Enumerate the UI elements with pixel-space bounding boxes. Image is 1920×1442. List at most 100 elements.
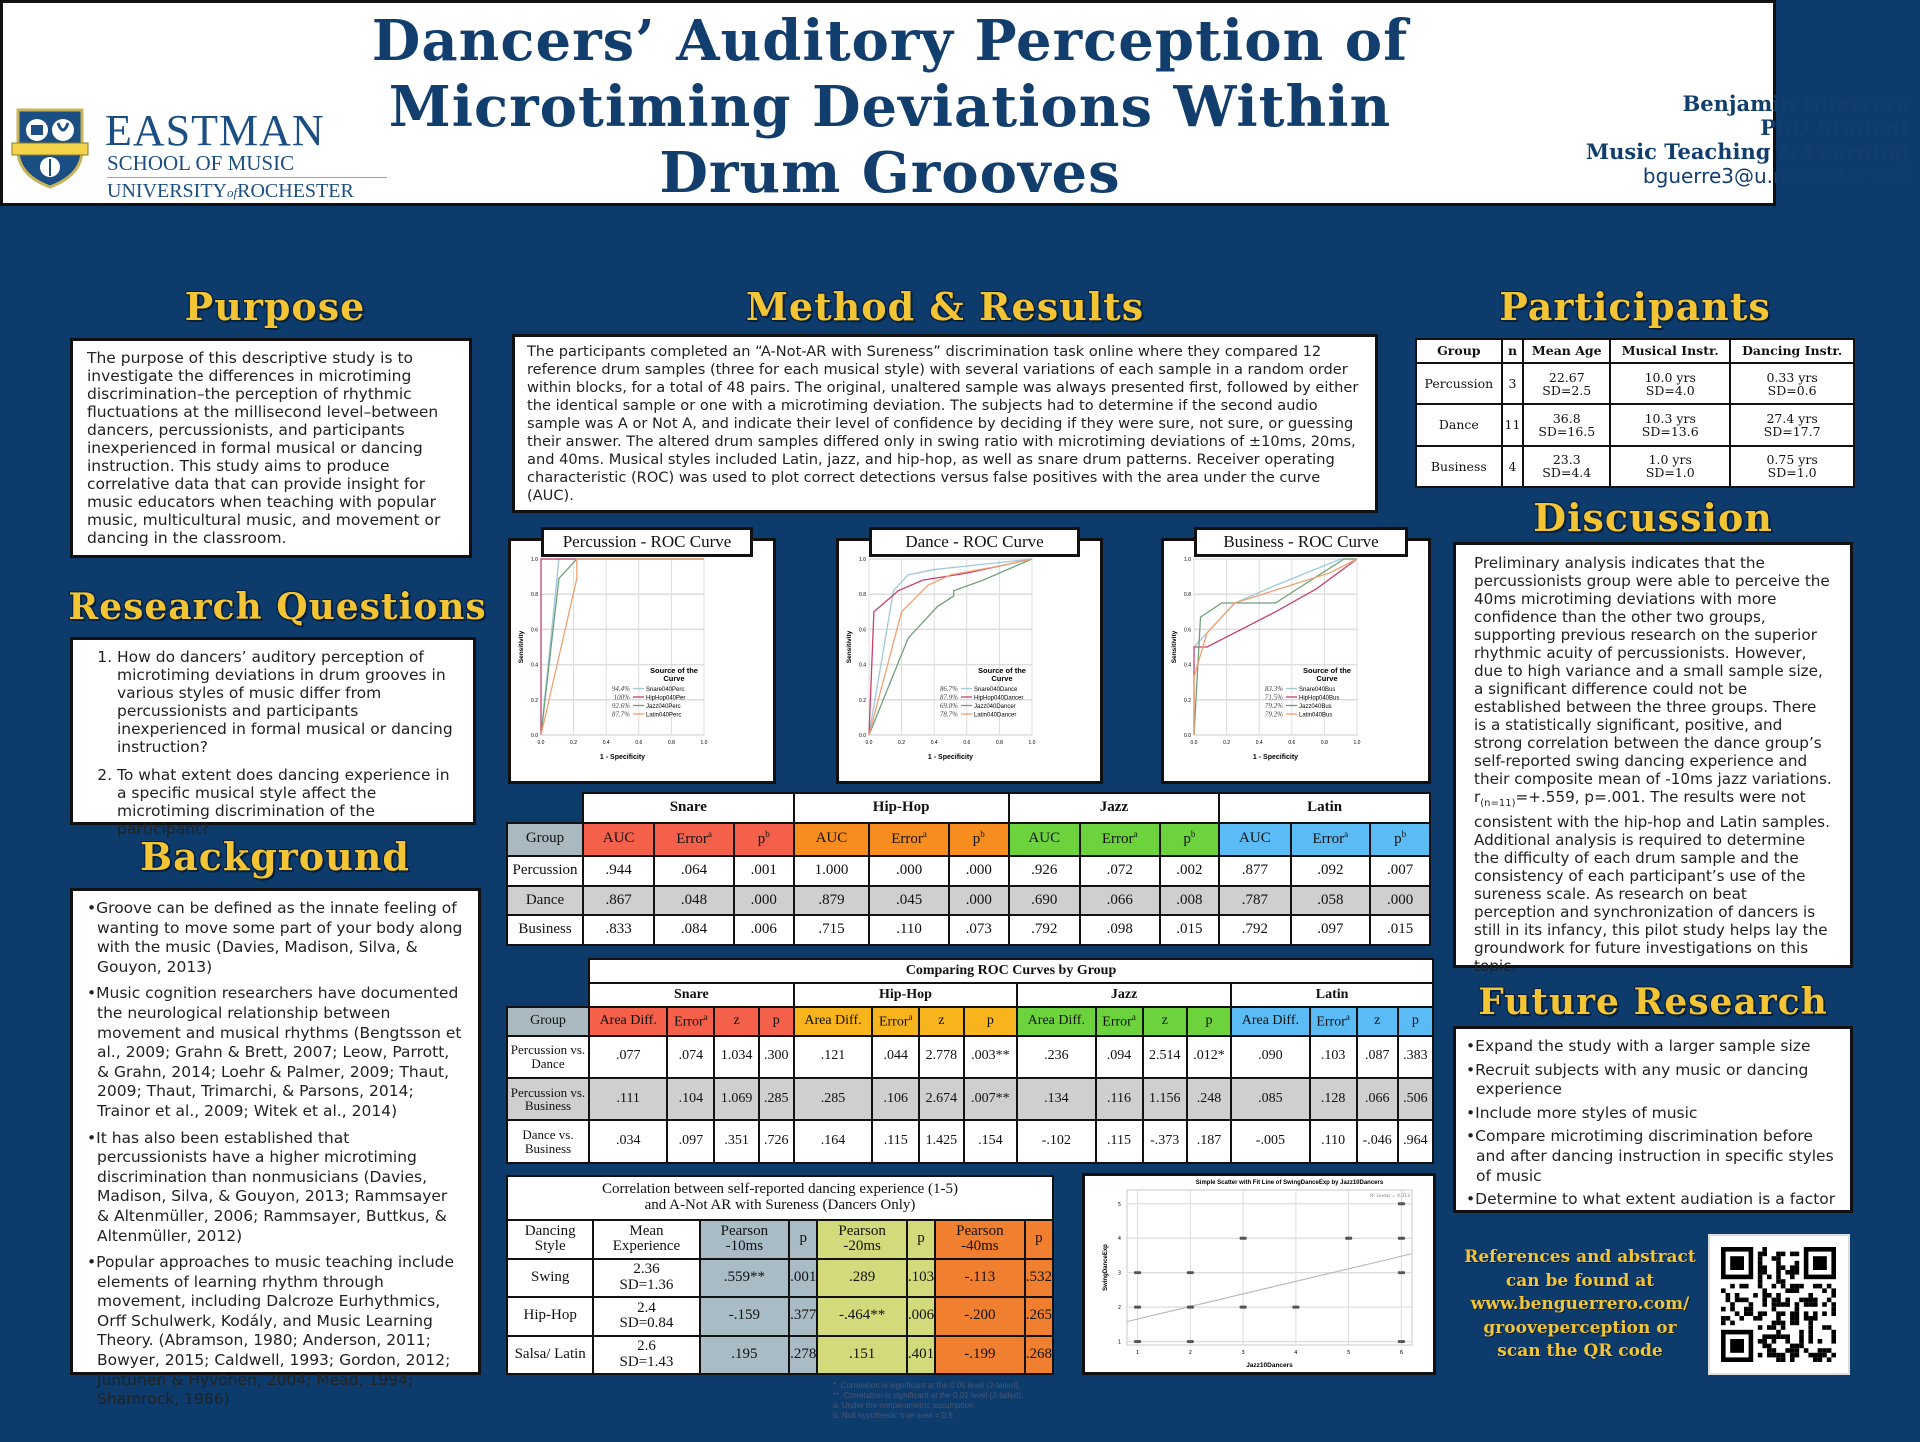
category-header: Latin [1218,792,1431,824]
qr-module [1776,1316,1781,1321]
legend-title: Curve [663,674,684,683]
cell-line: 10.3 yrs [1644,410,1696,426]
x-tick-label: 2 [1189,1350,1192,1356]
table-row: Percussion 3 22.67 SD=2.5 10.0 yrs SD=4.0 0.33… [1415,361,1855,406]
references-link[interactable]: www.benguerrero.com/ [1470,1294,1690,1314]
cell-line: SD=1.0 [1767,465,1817,481]
table-cell: .044 [871,1034,921,1079]
x-tick-label: 1.0 [1354,740,1361,746]
future-research-box: •Expand the study with a larger sample s… [1453,1026,1853,1213]
future-item-text: Include more styles of music [1475,1103,1698,1122]
subheader-row: Group AUC Errora pb AUC Errora pb AUC Errora pb AU… [506,821,1431,857]
qr-module [1808,1297,1813,1303]
table-cell: .377 [788,1296,819,1337]
qr-module [1762,1297,1767,1303]
table-row: Dance vs. Business .034.097.351.726.164.1… [506,1119,1435,1164]
x-tick-label: 0.0 [866,740,873,746]
group-cell: Dance vs. Business [506,1119,590,1164]
column-header: Dancing Style [505,1219,595,1260]
qr-code-icon[interactable] [1708,1234,1850,1375]
qr-module [1757,1279,1763,1284]
legend-label: HipHop040Dancer [974,696,1023,702]
qr-module [1721,1306,1726,1312]
qr-module [1799,1283,1804,1289]
qr-module [1739,1283,1744,1289]
table-cell: .110 [868,914,950,946]
qr-module [1776,1293,1781,1298]
qr-module [1744,1283,1749,1289]
qr-module [1771,1283,1777,1289]
qr-module [1817,1339,1823,1344]
references-note: References and abstract can be found at … [1455,1246,1705,1364]
cell-line: 27.4 yrs [1766,410,1818,426]
qr-module [1721,1320,1726,1326]
qr-module [1734,1297,1740,1303]
mean-value: 2.6 [637,1338,656,1354]
footnote: b. Null hypothesis: true area = 0.5 [833,1411,953,1420]
column-header: Musical Instr. [1609,338,1732,364]
future-research-heading: Future Research [1478,981,1828,1023]
x-tick-label: 0.2 [570,740,577,746]
table-cell: .787 [1218,884,1292,917]
table-cell: .236 [1016,1034,1097,1079]
legend-title: Source of the [650,666,698,675]
qr-module [1808,1329,1813,1335]
metric-header: AUC [581,821,656,857]
qr-module [1757,1283,1763,1289]
qr-module [1808,1334,1813,1339]
method-box: The participants completed an “A-Not-AR … [512,334,1378,513]
cell-line: 22.67 [1548,369,1585,385]
table-cell: .690 [1007,884,1081,917]
table-cell: .066 [1355,1076,1399,1122]
qr-module [1790,1270,1795,1275]
table-cell: 11 [1500,403,1525,447]
background-item: •Music cognition researchers have docume… [87,984,462,1120]
references-line: References and abstract [1464,1247,1696,1267]
table-cell: .164 [792,1119,874,1164]
column-header: p [905,1219,937,1260]
metric-header: Errora [1308,1006,1358,1037]
table-cell: .879 [792,884,871,917]
group-cell: Dance [1415,403,1503,447]
qr-module [1767,1348,1772,1353]
qr-module [1767,1334,1772,1339]
table-cell: 10.3 yrs SD=13.6 [1609,403,1732,447]
table-cell: .151 [816,1334,908,1375]
cell-line: 0.33 yrs [1766,369,1818,385]
superscript: a [703,1011,708,1022]
author-email[interactable]: bguerre3@u.rochester.edu [1642,164,1910,188]
superscript: b [1401,829,1407,840]
qr-module [1831,1339,1836,1344]
metric-header: p [1185,1006,1233,1037]
qr-module [1730,1283,1735,1289]
qr-module [1785,1302,1790,1307]
scatter-point [1190,1305,1194,1309]
cell-line: 0.75 yrs [1766,452,1818,468]
qr-module [1794,1270,1800,1275]
logo-university: UNIVERSITYofROCHESTER [107,180,354,203]
qr-module [1780,1279,1786,1284]
table-cell: .084 [653,914,735,946]
x-tick-label: 0.8 [1321,740,1328,746]
column-header: n [1500,338,1525,364]
qr-module [1794,1283,1800,1289]
qr-module [1799,1343,1804,1349]
references-link[interactable]: grooveperception or [1483,1317,1677,1338]
table-cell: 2.514 [1141,1034,1188,1079]
cell-line: Business [1430,458,1487,474]
y-tick-label: 4 [1118,1236,1121,1242]
qr-module [1794,1306,1800,1312]
discussion-text: Preliminary analysis indicates that the … [1474,554,1832,975]
table-cell: -.046 [1355,1119,1399,1164]
table-cell: .094 [1094,1034,1144,1079]
qr-module [1813,1302,1818,1307]
legend-auc: 78.7% [940,711,958,719]
qr-module [1767,1343,1772,1349]
table-cell: .792 [1218,914,1292,946]
table-cell: -.005 [1230,1119,1311,1164]
qr-module [1780,1357,1786,1362]
y-tick-label: 0.2 [859,698,866,704]
purpose-heading: Purpose [184,284,366,329]
group-cell: Percussion vs. Business [506,1076,590,1122]
table-cell: .106 [871,1076,921,1122]
